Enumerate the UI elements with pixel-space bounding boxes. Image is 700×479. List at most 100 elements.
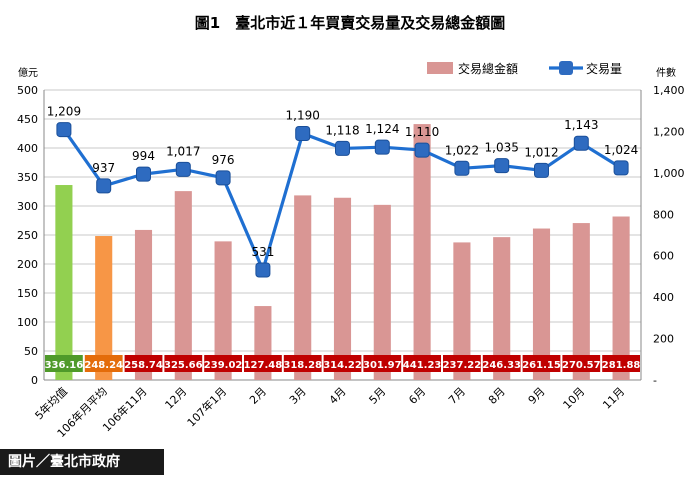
- line-marker: [255, 262, 271, 278]
- bar: [134, 229, 153, 380]
- bar-value-label-bg: [443, 355, 481, 372]
- bar: [95, 236, 113, 380]
- line-value-label: 937: [92, 161, 115, 175]
- bar: [572, 223, 590, 380]
- x-tick-label: 2月: [247, 385, 269, 407]
- y-right-tick-label: 200: [653, 333, 674, 346]
- bar: [493, 237, 511, 380]
- bar: [373, 204, 391, 380]
- line-value-label: 1,118: [325, 123, 359, 137]
- line-value-label: 1,209: [47, 105, 81, 119]
- y-left-tick-label: 450: [17, 113, 38, 126]
- x-tick-label: 4月: [327, 385, 349, 407]
- bar-value-label-bg: [204, 355, 242, 372]
- y-left-tick-label: 50: [24, 345, 38, 358]
- x-tick-label: 5月: [367, 385, 389, 407]
- bar-value-label: 261.15: [522, 360, 561, 371]
- line-marker: [56, 122, 72, 138]
- y-left-tick-label: 350: [17, 171, 38, 184]
- y-left-tick-label: 150: [17, 287, 38, 300]
- bar-value-label: 239.02: [204, 360, 243, 371]
- bar-value-label-bg: [482, 355, 521, 372]
- line-marker: [96, 178, 112, 194]
- bar-value-label-bg: [363, 355, 402, 372]
- line-value-label: 1,110: [405, 125, 439, 139]
- bar-value-label: 248.24: [84, 360, 123, 371]
- bar-value-label: 270.57: [562, 360, 601, 371]
- bar: [174, 191, 192, 380]
- y-right-tick-label: -: [653, 374, 657, 387]
- bar-value-label: 336.16: [45, 360, 84, 371]
- bar-value-label: 237.22: [443, 360, 482, 371]
- bar-value-label-bg: [323, 355, 362, 372]
- x-tick-label: 11月: [600, 385, 627, 412]
- line-value-label: 1,143: [564, 118, 598, 132]
- bar: [55, 185, 73, 380]
- x-tick-label: 3月: [287, 385, 309, 407]
- bar: [294, 195, 312, 380]
- y-right-tick-label: 1,200: [653, 125, 685, 138]
- bar-value-label: 301.97: [363, 360, 402, 371]
- bar-value-label: 441.23: [403, 360, 442, 371]
- bar: [453, 242, 471, 380]
- line-marker: [414, 142, 430, 158]
- line-marker: [573, 135, 589, 151]
- bar: [333, 197, 352, 380]
- legend-swatch-bar: [427, 62, 453, 74]
- x-tick-label: 5年均值: [32, 384, 70, 422]
- y-left-tick-label: 200: [17, 258, 38, 271]
- bar: [413, 124, 431, 380]
- y-left-tick-label: 250: [17, 229, 38, 242]
- photo-credit: 圖片／臺北市政府: [0, 449, 164, 475]
- x-tick-label: 10月: [561, 385, 588, 412]
- line-value-label: 1,022: [445, 143, 479, 157]
- y-left-tick-label: 400: [17, 142, 38, 155]
- bar-value-label: 246.33: [482, 360, 521, 371]
- line-value-label: 976: [212, 153, 235, 167]
- line-value-label: 1,012: [524, 145, 558, 159]
- y-left-unit: 億元: [18, 66, 38, 79]
- x-tick-label: 12月: [163, 385, 190, 412]
- bar-value-label-bg: [602, 355, 640, 372]
- line-marker: [295, 126, 311, 141]
- bar: [214, 241, 232, 380]
- y-left-tick-label: 100: [17, 316, 38, 329]
- x-tick-label: 107年1月: [184, 384, 229, 429]
- line-marker: [454, 160, 470, 176]
- bar-value-label: 281.88: [602, 360, 641, 371]
- chart-title: 圖1 臺北市近１年買賣交易量及交易總金額圖: [195, 14, 505, 32]
- bar-value-label-bg: [562, 355, 601, 372]
- bar-value-label-bg: [45, 355, 83, 372]
- y-right-tick-label: 600: [653, 250, 674, 263]
- line-marker: [494, 158, 510, 174]
- y-left-tick-label: 500: [17, 84, 38, 97]
- line-marker: [374, 139, 390, 155]
- line-marker: [215, 170, 231, 186]
- bar-value-label-bg: [283, 355, 322, 372]
- line-value-label: 1,017: [166, 144, 200, 158]
- line-marker: [534, 162, 549, 178]
- bar-value-label: 127.48: [244, 360, 283, 371]
- y-right-tick-label: 1,000: [653, 167, 685, 180]
- legend-label-bar: 交易總金額: [458, 61, 518, 76]
- line-value-label: 1,124: [365, 122, 399, 136]
- bar-value-label-bg: [84, 355, 123, 372]
- bar-value-label-bg: [522, 355, 561, 372]
- y-right-tick-label: 1,400: [653, 84, 685, 97]
- x-tick-label: 9月: [526, 385, 548, 407]
- bar-value-label: 325.66: [164, 360, 203, 371]
- y-left-tick-label: 300: [17, 200, 38, 213]
- legend-label-line: 交易量: [586, 61, 622, 76]
- bar-value-label-bg: [244, 355, 282, 372]
- y-right-tick-label: 800: [653, 208, 674, 221]
- line-value-label: 1,035: [485, 141, 519, 155]
- line-value-label: 1,190: [286, 109, 320, 123]
- line-marker: [175, 161, 191, 177]
- bar-value-label-bg: [124, 355, 163, 372]
- legend-swatch-marker: [559, 61, 573, 75]
- x-tick-label: 7月: [446, 385, 468, 407]
- x-tick-label: 8月: [486, 385, 508, 407]
- y-right-unit: 件數: [656, 66, 676, 79]
